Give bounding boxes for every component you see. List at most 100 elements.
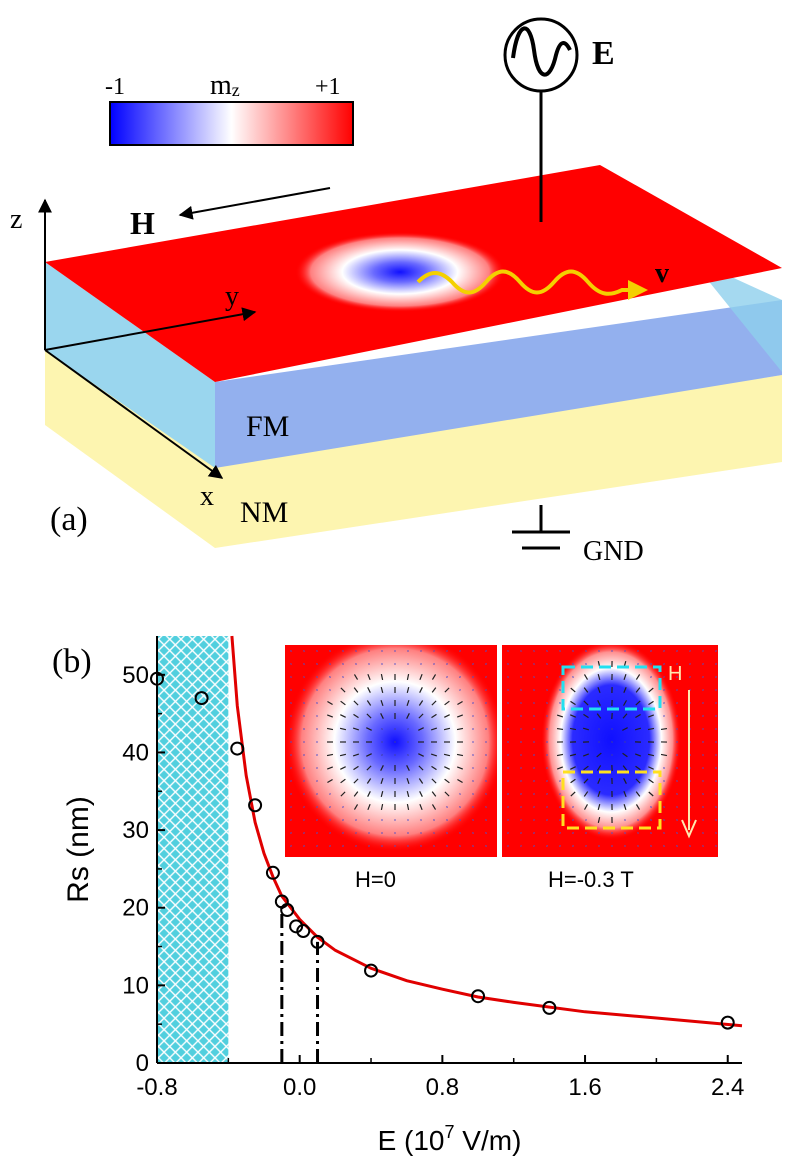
spin-vector: [533, 819, 535, 821]
spin-vector: [353, 674, 359, 680]
spin-vector: [459, 663, 461, 665]
spin-vector: [485, 650, 487, 652]
spin-vector: [329, 806, 331, 808]
spin-vector: [459, 845, 461, 847]
spin-vector: [472, 689, 474, 691]
y-tick-label: 40: [122, 739, 149, 766]
spin-vector: [367, 803, 371, 811]
spin-vector: [485, 819, 487, 821]
spin-vector: [676, 689, 678, 691]
spin-vector: [303, 845, 305, 847]
spin-vector: [367, 687, 371, 693]
x-axis-title: E (107 V/m): [378, 1122, 522, 1156]
spin-vector: [433, 845, 435, 847]
trajectory-arrow: [416, 269, 648, 300]
spin-vector: [623, 790, 627, 798]
spin-vector: [444, 714, 450, 718]
spin-vector: [353, 804, 359, 810]
spin-vector: [676, 793, 678, 795]
spin-vector: [635, 778, 641, 784]
spin-vector: [583, 791, 589, 797]
spin-vector: [381, 754, 383, 756]
spin-vector: [329, 793, 331, 795]
spin-vector: [303, 819, 305, 821]
spin-vector: [303, 793, 305, 795]
spin-vector: [520, 793, 522, 795]
spin-vector: [472, 650, 474, 652]
spin-vector: [342, 650, 344, 652]
spin-vector: [419, 791, 423, 797]
spin-vector: [355, 819, 357, 821]
spin-vector: [355, 845, 357, 847]
spin-vector: [663, 793, 665, 795]
spin-vector: [637, 845, 639, 847]
spin-vector: [596, 752, 602, 758]
spin-vector: [582, 753, 590, 757]
spin-vector: [520, 676, 522, 678]
spin-vector: [533, 650, 535, 652]
spin-vector: [342, 819, 344, 821]
spin-vector: [316, 702, 318, 704]
spin-vector: [303, 702, 305, 704]
spin-vector: [546, 793, 548, 795]
spin-vector: [572, 819, 574, 821]
spin-vector: [290, 676, 292, 678]
spin-vector: [418, 713, 424, 719]
spin-vector: [597, 790, 601, 798]
spin-vector: [570, 687, 576, 693]
spin-vector: [533, 845, 535, 847]
spin-vector: [456, 766, 464, 770]
spin-vector: [585, 819, 587, 821]
spin-vector: [559, 819, 561, 821]
spin-vector: [556, 727, 564, 731]
spin-vector: [366, 700, 372, 706]
spin-vector: [546, 702, 548, 704]
spin-vector: [406, 713, 410, 719]
data-point: [364, 963, 379, 978]
data-point: [720, 1015, 735, 1030]
spin-vector: [290, 689, 292, 691]
spin-vector: [663, 650, 665, 652]
spin-vector: [663, 702, 665, 704]
spin-vector: [316, 676, 318, 678]
spin-vector: [559, 845, 561, 847]
spin-vector: [583, 713, 589, 719]
spin-vector: [380, 686, 384, 694]
panel-b-label: (b): [52, 643, 92, 680]
spin-vector: [715, 650, 717, 652]
spin-vector: [585, 650, 587, 652]
spin-vector: [663, 676, 665, 678]
spin-vector: [380, 790, 384, 798]
fm-layer-side: [45, 262, 215, 468]
spin-vector: [585, 663, 587, 665]
inset-h-neg: H: [502, 645, 718, 857]
spin-vector: [316, 663, 318, 665]
spin-vector: [485, 845, 487, 847]
spin-vector: [546, 650, 548, 652]
spin-vector: [635, 765, 641, 771]
spin-vector: [342, 663, 344, 665]
spin-vector: [380, 777, 384, 785]
spin-vector: [676, 780, 678, 782]
spin-vector: [637, 832, 639, 834]
spin-vector: [366, 753, 372, 757]
spin-vector: [622, 752, 628, 758]
spin-vector: [715, 845, 717, 847]
spin-vector: [485, 689, 487, 691]
spin-vector: [340, 766, 346, 770]
panel-a-label: (a): [50, 501, 88, 538]
spin-vector: [327, 700, 333, 706]
spin-vector: [546, 676, 548, 678]
y-tick-label: 50: [122, 662, 149, 689]
spin-vector: [456, 753, 464, 757]
spin-vector: [634, 727, 642, 731]
spin-vector: [472, 819, 474, 821]
spin-vector: [533, 663, 535, 665]
spin-vector: [446, 663, 448, 665]
spin-vector: [340, 778, 346, 784]
spin-vector: [329, 663, 331, 665]
spin-vector: [520, 689, 522, 691]
spin-vectors-h-neg: [507, 650, 717, 847]
spin-vector: [431, 674, 437, 680]
spin-vector: [340, 700, 346, 706]
